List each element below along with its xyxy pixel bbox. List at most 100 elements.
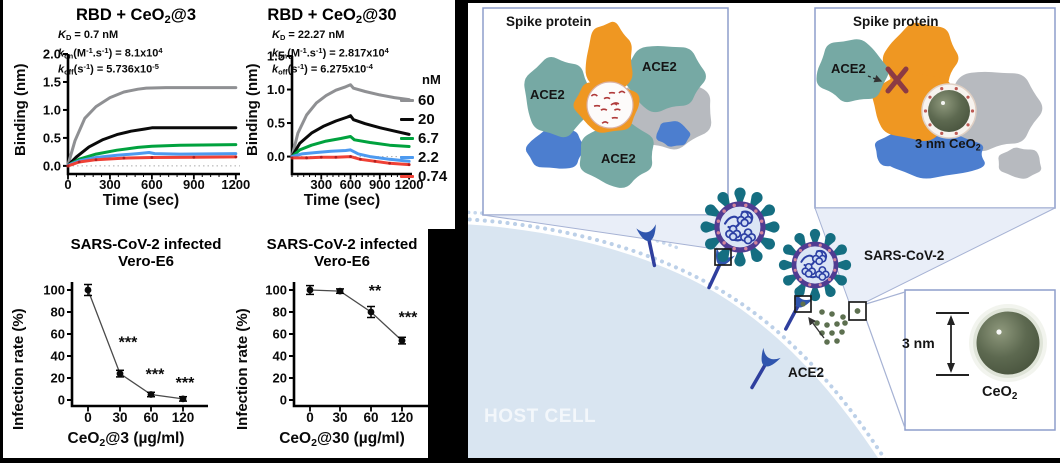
series-marker [150,156,154,159]
ceo2-dot-callout [854,308,861,314]
x-tick-label: 0 [306,410,314,425]
spike-icon [749,246,763,262]
kd-annotation: KD = 22.27 nM [272,29,345,43]
y-tick-label: 100 [265,283,287,298]
ace2-blob-bottom [579,121,654,188]
y-tick-label: 1.5 [43,74,61,89]
data-point [147,391,155,398]
spike-icon [794,282,806,297]
ceo2-dot [842,320,848,326]
spike-icon [824,233,836,248]
series-20nM [66,126,238,167]
x-tick-label: 300 [310,177,332,192]
membrane-protein-dot [798,277,803,282]
x-tick-label: 30 [112,410,127,425]
chart-title-line2: Vero-E6 [118,253,174,270]
membrane-protein-dot [732,246,736,251]
virus-particles [700,187,852,302]
rbd-speckle [613,108,621,111]
ceo2-dot [839,329,845,335]
legend-entry-label: 2.2 [418,149,439,166]
y-tick-label: 80 [273,305,287,320]
concentration-legend: nM 60 20 6.7 2.2 0.74 [400,72,464,186]
membrane-protein-dot [808,243,812,247]
nucleoprotein [804,269,813,278]
membrane-protein-dot [732,203,736,208]
data-point [306,286,314,294]
data-line [309,289,403,342]
corona-speckle [954,87,958,91]
series-marker [94,158,98,162]
series-6.7nM [290,135,411,159]
significance-stars: *** [176,375,195,392]
ace2-blocked-label: ACE2 [831,61,866,76]
kd-annotation: KD = 0.7 nM [58,29,119,43]
ace2-bottom-label: ACE2 [601,151,636,166]
y-tick-label: 60 [273,327,287,342]
ace2-receptor-icon [707,247,735,290]
legend-entry-label: 0.74 [418,168,448,185]
x-axis-title: Time (sec) [303,192,381,209]
ace2-receptor-icon [636,224,657,268]
nanoparticle-to-site-arrow [808,316,825,339]
chart-title: RBD + CeO2@30 [267,6,397,27]
callout-line-particle-top [865,291,906,305]
chart-title-line1: SARS-CoV-2 infected [266,236,418,253]
ceo2-3nm-label: 3 nm CeO2 [915,136,981,153]
x-tick-label: 120 [391,410,414,425]
nanoparticle-on-spike [921,83,977,139]
spike-blob [585,21,633,98]
series-6.7nM [66,143,238,167]
legend-swatch [400,136,414,141]
legend-entry: 0.74 [400,167,464,186]
membrane-protein-dot [754,241,758,245]
ceo2-sphere-small [928,90,970,132]
series-marker [373,159,377,163]
ace2-blob-left [524,56,596,138]
blue-protomer [874,133,926,169]
corona-speckle [970,109,975,113]
x-tick-label: 1200 [221,177,250,192]
y-tick-label: 40 [273,349,287,364]
blue-protomer [656,121,691,147]
y-tick-label: 1.0 [43,102,61,117]
gray-protomer [998,147,1042,179]
sphere-highlight [941,101,945,105]
y-tick-label: 1.5 [267,49,285,64]
ace2-receptors [636,224,814,390]
host-cell-label: HOST CELL [484,406,597,427]
nucleoprotein [740,218,749,228]
membrane-protein-dot [827,248,832,253]
x-tick-label: 900 [369,177,391,192]
x-axis-title: Time (sec) [102,192,180,209]
y-tick-label: 0.0 [267,149,285,164]
legend-entry-label: 20 [418,111,435,128]
rbd-speckle [601,121,609,124]
zoom-callout-square-attachment [714,248,732,266]
ceo2-sphere-large [976,311,1040,375]
y-axis-title: Infection rate (%) [10,308,27,430]
ace2-receptor-icon [750,347,781,390]
corona-speckle [940,87,944,91]
legend-entry: 20 [400,110,464,129]
rbd-speckle [600,108,608,111]
host-cell-body [462,224,880,461]
y-tick-label: 80 [51,305,65,320]
sars-cov-2-virion [700,187,780,267]
y-tick-label: 2.0 [43,47,61,62]
x-tick-label: 600 [141,177,163,192]
legend-swatch [400,98,414,103]
binding-plot-ceo2-30: 0.0 0.5 1.0 1.5 300 600 900 1200 [267,49,424,193]
ace2-receptor-label: ACE2 [788,365,825,380]
series-60nM [290,83,411,159]
x-tick-label: 60 [363,410,378,425]
membrane-protein-dot [798,248,803,253]
legend-entry-label: 6.7 [418,130,439,147]
y-tick-label: 0 [280,393,287,408]
significance-stars: *** [119,335,138,352]
legend-entry: 2.2 [400,148,464,167]
corona-speckle [966,123,970,127]
x-tick-label: 30 [332,410,347,425]
spike-icon [809,228,821,244]
x-tick-label: 0 [64,177,71,192]
